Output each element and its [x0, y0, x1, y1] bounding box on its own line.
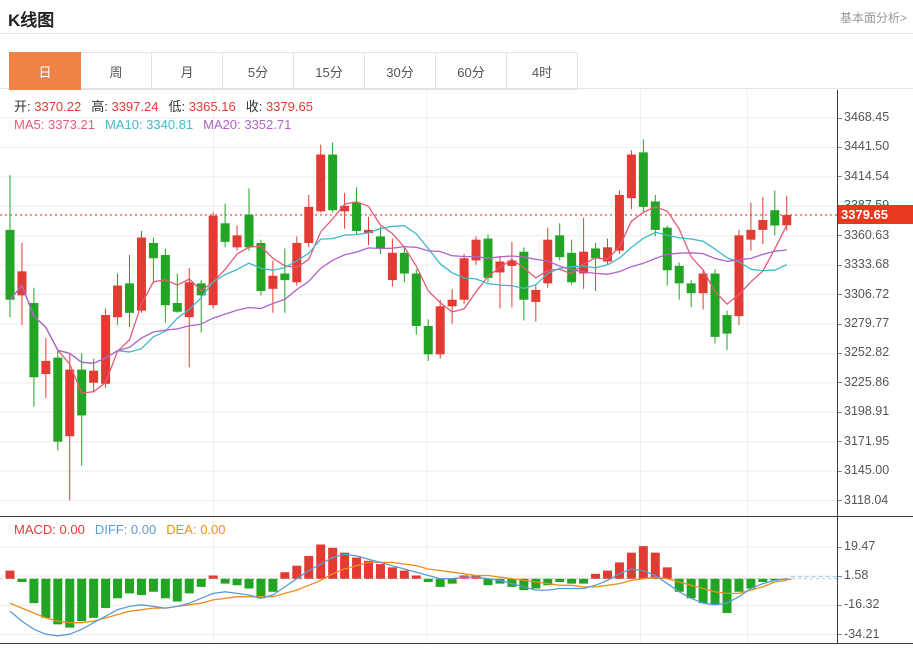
axis-label: 1.58 — [844, 568, 869, 583]
ohlc-legend: 开: 3370.22 高: 3397.24 低: 3365.16 收: 3379.65 — [14, 96, 323, 115]
axis-tick — [837, 382, 842, 384]
legend-item: MA5: 3373.21 — [14, 117, 95, 132]
axis-label: 3171.95 — [844, 433, 890, 448]
macd-chart[interactable] — [0, 517, 837, 643]
axis-label: 3252.82 — [844, 345, 890, 360]
current-price-tag: 3379.65 — [838, 204, 913, 224]
tab-日[interactable]: 日 — [9, 52, 81, 90]
axis-label: 3360.63 — [844, 227, 890, 242]
tab-60分[interactable]: 60分 — [435, 52, 507, 90]
main-candlestick-chart[interactable] — [0, 90, 837, 516]
legend-item: 收: 3379.65 — [245, 99, 313, 114]
axis-label: 3118.04 — [844, 492, 889, 507]
axis-tick — [837, 411, 842, 413]
axis-tick — [837, 352, 842, 354]
axis-tick — [837, 634, 842, 635]
axis-tick — [837, 117, 842, 119]
axis-label: 19.47 — [844, 539, 876, 553]
legend-item: 高: 3397.24 — [91, 99, 159, 114]
macd-y-axis: 19.47 1.58 -16.32 -34.21 — [837, 517, 913, 643]
ma-legend: MA5: 3373.21 MA10: 3340.81 MA20: 3352.71 — [14, 117, 301, 132]
axis-tick — [837, 264, 842, 266]
axis-tick — [837, 235, 842, 237]
tab-30分[interactable]: 30分 — [364, 52, 436, 90]
legend-item: MA10: 3340.81 — [104, 117, 194, 132]
tab-15分[interactable]: 15分 — [293, 52, 365, 90]
panel-separator — [0, 516, 913, 517]
bottom-border — [0, 643, 913, 644]
interval-tabs: 日周月 5分 15分 30分 60分 4时 — [9, 52, 578, 90]
axis-label: -16.32 — [844, 597, 880, 612]
axis-tick — [837, 470, 842, 472]
axis-tick — [837, 294, 842, 296]
main-y-axis: 3468.453441.503414.543387.593360.633333.… — [837, 90, 913, 516]
legend-item: MA20: 3352.71 — [203, 117, 292, 132]
axis-label: 3441.50 — [844, 139, 890, 154]
tab-5分[interactable]: 5分 — [222, 52, 294, 90]
header-divider — [0, 33, 913, 34]
legend-item: 低: 3365.16 — [168, 99, 236, 114]
y-axis-line — [837, 90, 838, 643]
axis-tick — [837, 575, 842, 577]
axis-tick — [837, 323, 842, 325]
axis-tick — [837, 546, 842, 548]
axis-label: -34.21 — [844, 626, 880, 641]
tab-月[interactable]: 月 — [151, 52, 223, 90]
fundamental-analysis-link[interactable]: 基本面分析> — [839, 11, 907, 25]
axis-label: 3279.77 — [844, 316, 890, 330]
axis-label: 3333.68 — [844, 257, 890, 272]
axis-tick — [837, 500, 842, 502]
axis-label: 3145.00 — [844, 463, 890, 478]
axis-tick — [837, 176, 842, 178]
legend-item: 开: 3370.22 — [14, 99, 82, 114]
axis-label: 3225.86 — [844, 374, 890, 389]
axis-tick — [837, 146, 842, 148]
axis-label: 3198.91 — [844, 404, 890, 419]
tabs-underline — [0, 88, 913, 89]
page-title: K线图 — [8, 11, 55, 30]
legend-item: DEA: 0.00 — [166, 522, 226, 537]
macd-legend: MACD: 0.00 DIFF: 0.00 DEA: 0.00 — [14, 522, 236, 537]
legend-item: DIFF: 0.00 — [94, 522, 157, 537]
axis-tick — [837, 441, 842, 443]
legend-item: MACD: 0.00 — [14, 522, 85, 537]
axis-label: 3468.45 — [844, 110, 890, 124]
tab-周[interactable]: 周 — [80, 52, 152, 90]
axis-tick — [837, 604, 842, 606]
axis-label: 3306.72 — [844, 286, 890, 301]
tab-4时[interactable]: 4时 — [506, 52, 578, 90]
axis-label: 3414.54 — [844, 168, 890, 183]
